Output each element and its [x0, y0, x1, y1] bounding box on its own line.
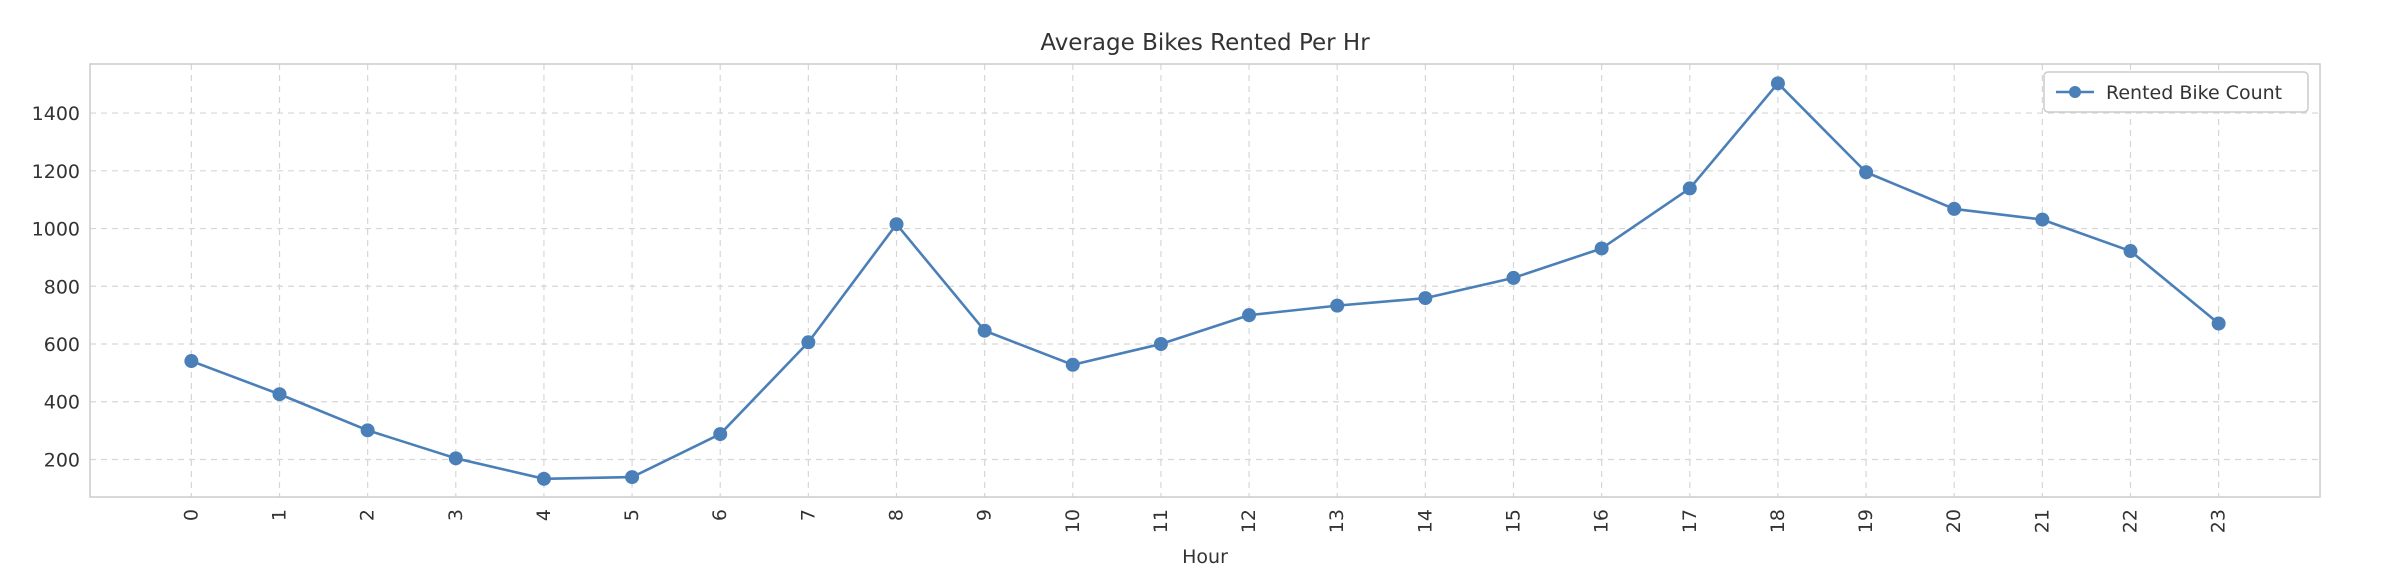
x-tick-label: 5 [621, 509, 643, 521]
series-line [190, 82, 2220, 481]
x-tick-label: 3 [445, 509, 467, 521]
data-point [1330, 298, 1345, 313]
x-tick-label: 7 [797, 509, 819, 521]
y-tick-label: 200 [44, 449, 80, 471]
legend-series-label: Rented Bike Count [2106, 82, 2282, 104]
data-point [1770, 76, 1785, 91]
x-tick-label: 11 [1150, 509, 1172, 533]
data-point [977, 323, 992, 338]
data-point [1242, 308, 1257, 323]
grid-lines [90, 64, 2320, 497]
x-tick-label: 4 [533, 509, 555, 521]
data-point [184, 354, 199, 369]
data-point [625, 470, 640, 485]
data-point [801, 335, 816, 350]
x-tick-label: 14 [1414, 509, 1436, 533]
y-tick-label: 1400 [32, 103, 80, 125]
y-tick-label: 800 [44, 276, 80, 298]
data-point [1947, 201, 1962, 216]
data-point [448, 451, 463, 466]
plot-frame [89, 63, 2321, 498]
x-tick-label: 20 [1943, 509, 1965, 533]
data-point [1682, 181, 1697, 196]
y-tick-label: 1200 [32, 161, 80, 183]
data-point [2123, 244, 2138, 259]
data-point [713, 427, 728, 442]
y-tick-label: 1000 [32, 219, 80, 241]
legend-box [2043, 71, 2309, 113]
x-tick-label: 15 [1502, 509, 1524, 533]
x-tick-label: 21 [2031, 509, 2053, 533]
y-tick-label: 400 [44, 392, 80, 414]
chart-title: Average Bikes Rented Per Hr [1040, 30, 1370, 56]
data-point [1594, 241, 1609, 256]
x-axis-label: Hour [1182, 546, 1228, 568]
data-point [2035, 212, 2050, 227]
data-point [1153, 337, 1168, 352]
series-layer [184, 76, 2226, 486]
x-tick-label: 18 [1767, 509, 1789, 533]
x-tick-label: 2 [357, 509, 379, 521]
x-axis-ticks: 0 1 2 3 4 5 6 7 8 9 10 11 12 13 14 15 16 17 18 19 20 21 22 23 [180, 509, 2229, 533]
data-point [1506, 270, 1521, 285]
legend-marker [2069, 86, 2081, 98]
data-point [360, 423, 375, 438]
legend: Rented Bike Count [2043, 71, 2309, 113]
x-tick-label: 19 [1855, 509, 1877, 533]
data-point [1065, 357, 1080, 372]
x-tick-label: 17 [1679, 509, 1701, 533]
data-point [2211, 316, 2226, 331]
x-tick-label: 6 [709, 509, 731, 521]
data-point [536, 471, 551, 486]
x-tick-label: 23 [2208, 509, 2230, 533]
x-tick-label: 22 [2119, 509, 2141, 533]
x-tick-label: 0 [180, 509, 202, 521]
y-tick-label: 600 [44, 334, 80, 356]
x-tick-label: 9 [974, 509, 996, 521]
x-tick-label: 8 [886, 509, 908, 521]
x-tick-label: 12 [1238, 509, 1260, 533]
x-tick-label: 10 [1062, 509, 1084, 533]
x-tick-label: 13 [1326, 509, 1348, 533]
x-tick-label: 1 [269, 509, 291, 521]
x-tick-label: 16 [1591, 509, 1613, 533]
data-point [889, 217, 904, 232]
data-point [1859, 165, 1874, 180]
y-axis-ticks: 200 400 600 800 1000 1200 1400 [32, 103, 80, 471]
data-point [1418, 291, 1433, 306]
data-point [272, 387, 287, 402]
